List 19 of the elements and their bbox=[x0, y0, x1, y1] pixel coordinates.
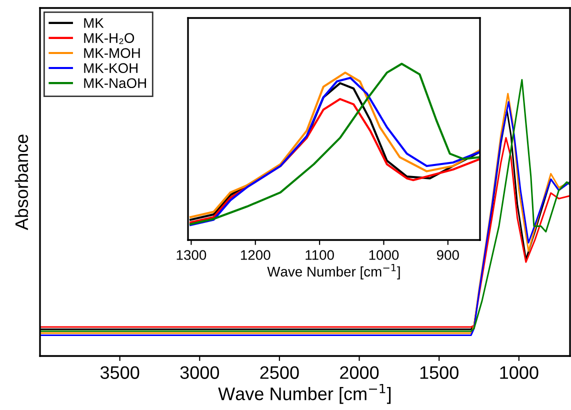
x-tick-label: 1200 bbox=[240, 250, 270, 260]
x-tick-label: 2000 bbox=[340, 366, 379, 379]
x-tick-label: 3000 bbox=[180, 366, 220, 379]
x-tick-label: 1100 bbox=[306, 250, 334, 260]
x-tick-label: 2500 bbox=[260, 366, 299, 379]
legend-label: MK-H₂O bbox=[84, 33, 134, 44]
legend-label: MK-NaOH bbox=[84, 78, 146, 88]
legend-label: MK bbox=[84, 18, 104, 28]
x-tick-label: 900 bbox=[436, 250, 459, 260]
legend-label: MK-KOH bbox=[84, 63, 138, 74]
x-tick-label: 1000 bbox=[369, 250, 399, 260]
x-axis-title: Wave Number [cm$^{−1}$] bbox=[218, 384, 391, 404]
legend-label: MK-MOH bbox=[84, 48, 140, 58]
x-tick-label: 1300 bbox=[176, 250, 206, 260]
x-tick-label: 3500 bbox=[100, 366, 140, 379]
x-tick-label: 1000 bbox=[500, 366, 538, 379]
x-tick-label: 1500 bbox=[420, 366, 458, 379]
y-axis-title: Absorbance bbox=[14, 134, 28, 230]
x-axis-title: Wave Number [cm$^{−1}$] bbox=[267, 264, 400, 280]
